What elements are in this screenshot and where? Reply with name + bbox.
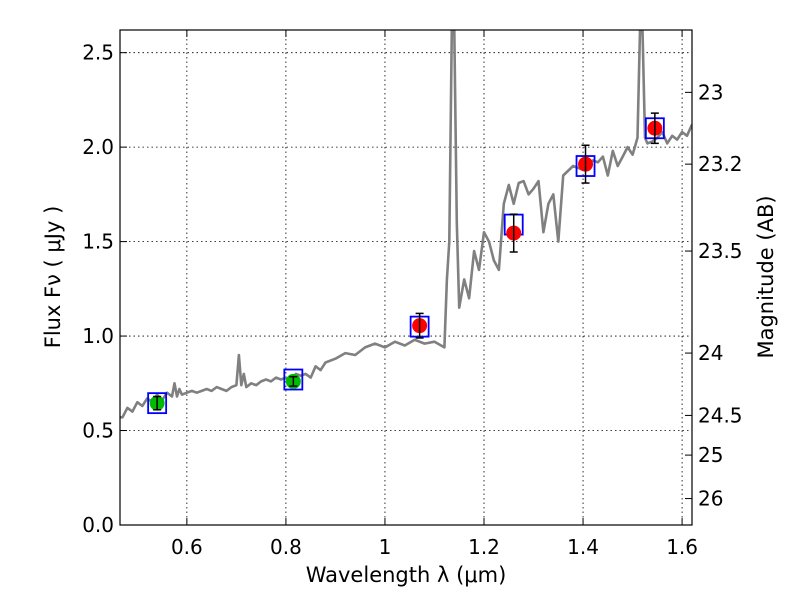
photometry-point: [283, 368, 304, 391]
plot-frame: [119, 29, 693, 526]
y-tick-label: 1.0: [82, 324, 114, 348]
x-axis-label: Wavelength λ (μm): [306, 563, 507, 587]
photometry-point: [409, 312, 430, 339]
spectrum-line: [120, 30, 692, 419]
grid: [120, 30, 692, 526]
x-tick-label: 1.2: [468, 535, 500, 559]
model-flux-box: [147, 392, 168, 415]
axis-ticks: 0.6 0.8 1 1.2 1.4 1.6 0.0 0.5 1.0 1.5 2.0 2.5 23 23.2…: [82, 30, 743, 559]
x-tick-label: 0.6: [171, 535, 203, 559]
y-tick-label: 0.5: [82, 419, 114, 443]
y2-tick-label: 26: [698, 487, 723, 511]
y2-tick-label: 24: [698, 341, 723, 365]
model-flux-box: [283, 368, 304, 391]
y-tick-label: 1.5: [82, 230, 114, 254]
plot-area: [120, 30, 692, 419]
photometry-point: [575, 144, 596, 184]
y-tick-label: 2.0: [82, 135, 114, 159]
photometry-point: [503, 213, 524, 253]
y2-tick-label: 23.2: [698, 152, 743, 176]
x-tick-label: 1.6: [666, 535, 698, 559]
y-axis-label: Flux Fν ( μJy ): [41, 206, 65, 349]
photometry-point: [644, 112, 665, 145]
y2-tick-label: 23: [698, 80, 723, 104]
x-tick-label: 1.4: [567, 535, 599, 559]
y2-tick-label: 24.5: [698, 403, 743, 427]
y-tick-label: 2.5: [82, 41, 114, 65]
y2-tick-label: 25: [698, 443, 723, 467]
x-tick-label: 0.8: [270, 535, 302, 559]
y2-axis-label: Magnitude (AB): [754, 195, 778, 358]
y-tick-label: 0.0: [82, 513, 114, 537]
photometry-point: [147, 392, 168, 415]
y2-tick-label: 23.5: [698, 239, 743, 263]
x-tick-label: 1: [379, 535, 392, 559]
